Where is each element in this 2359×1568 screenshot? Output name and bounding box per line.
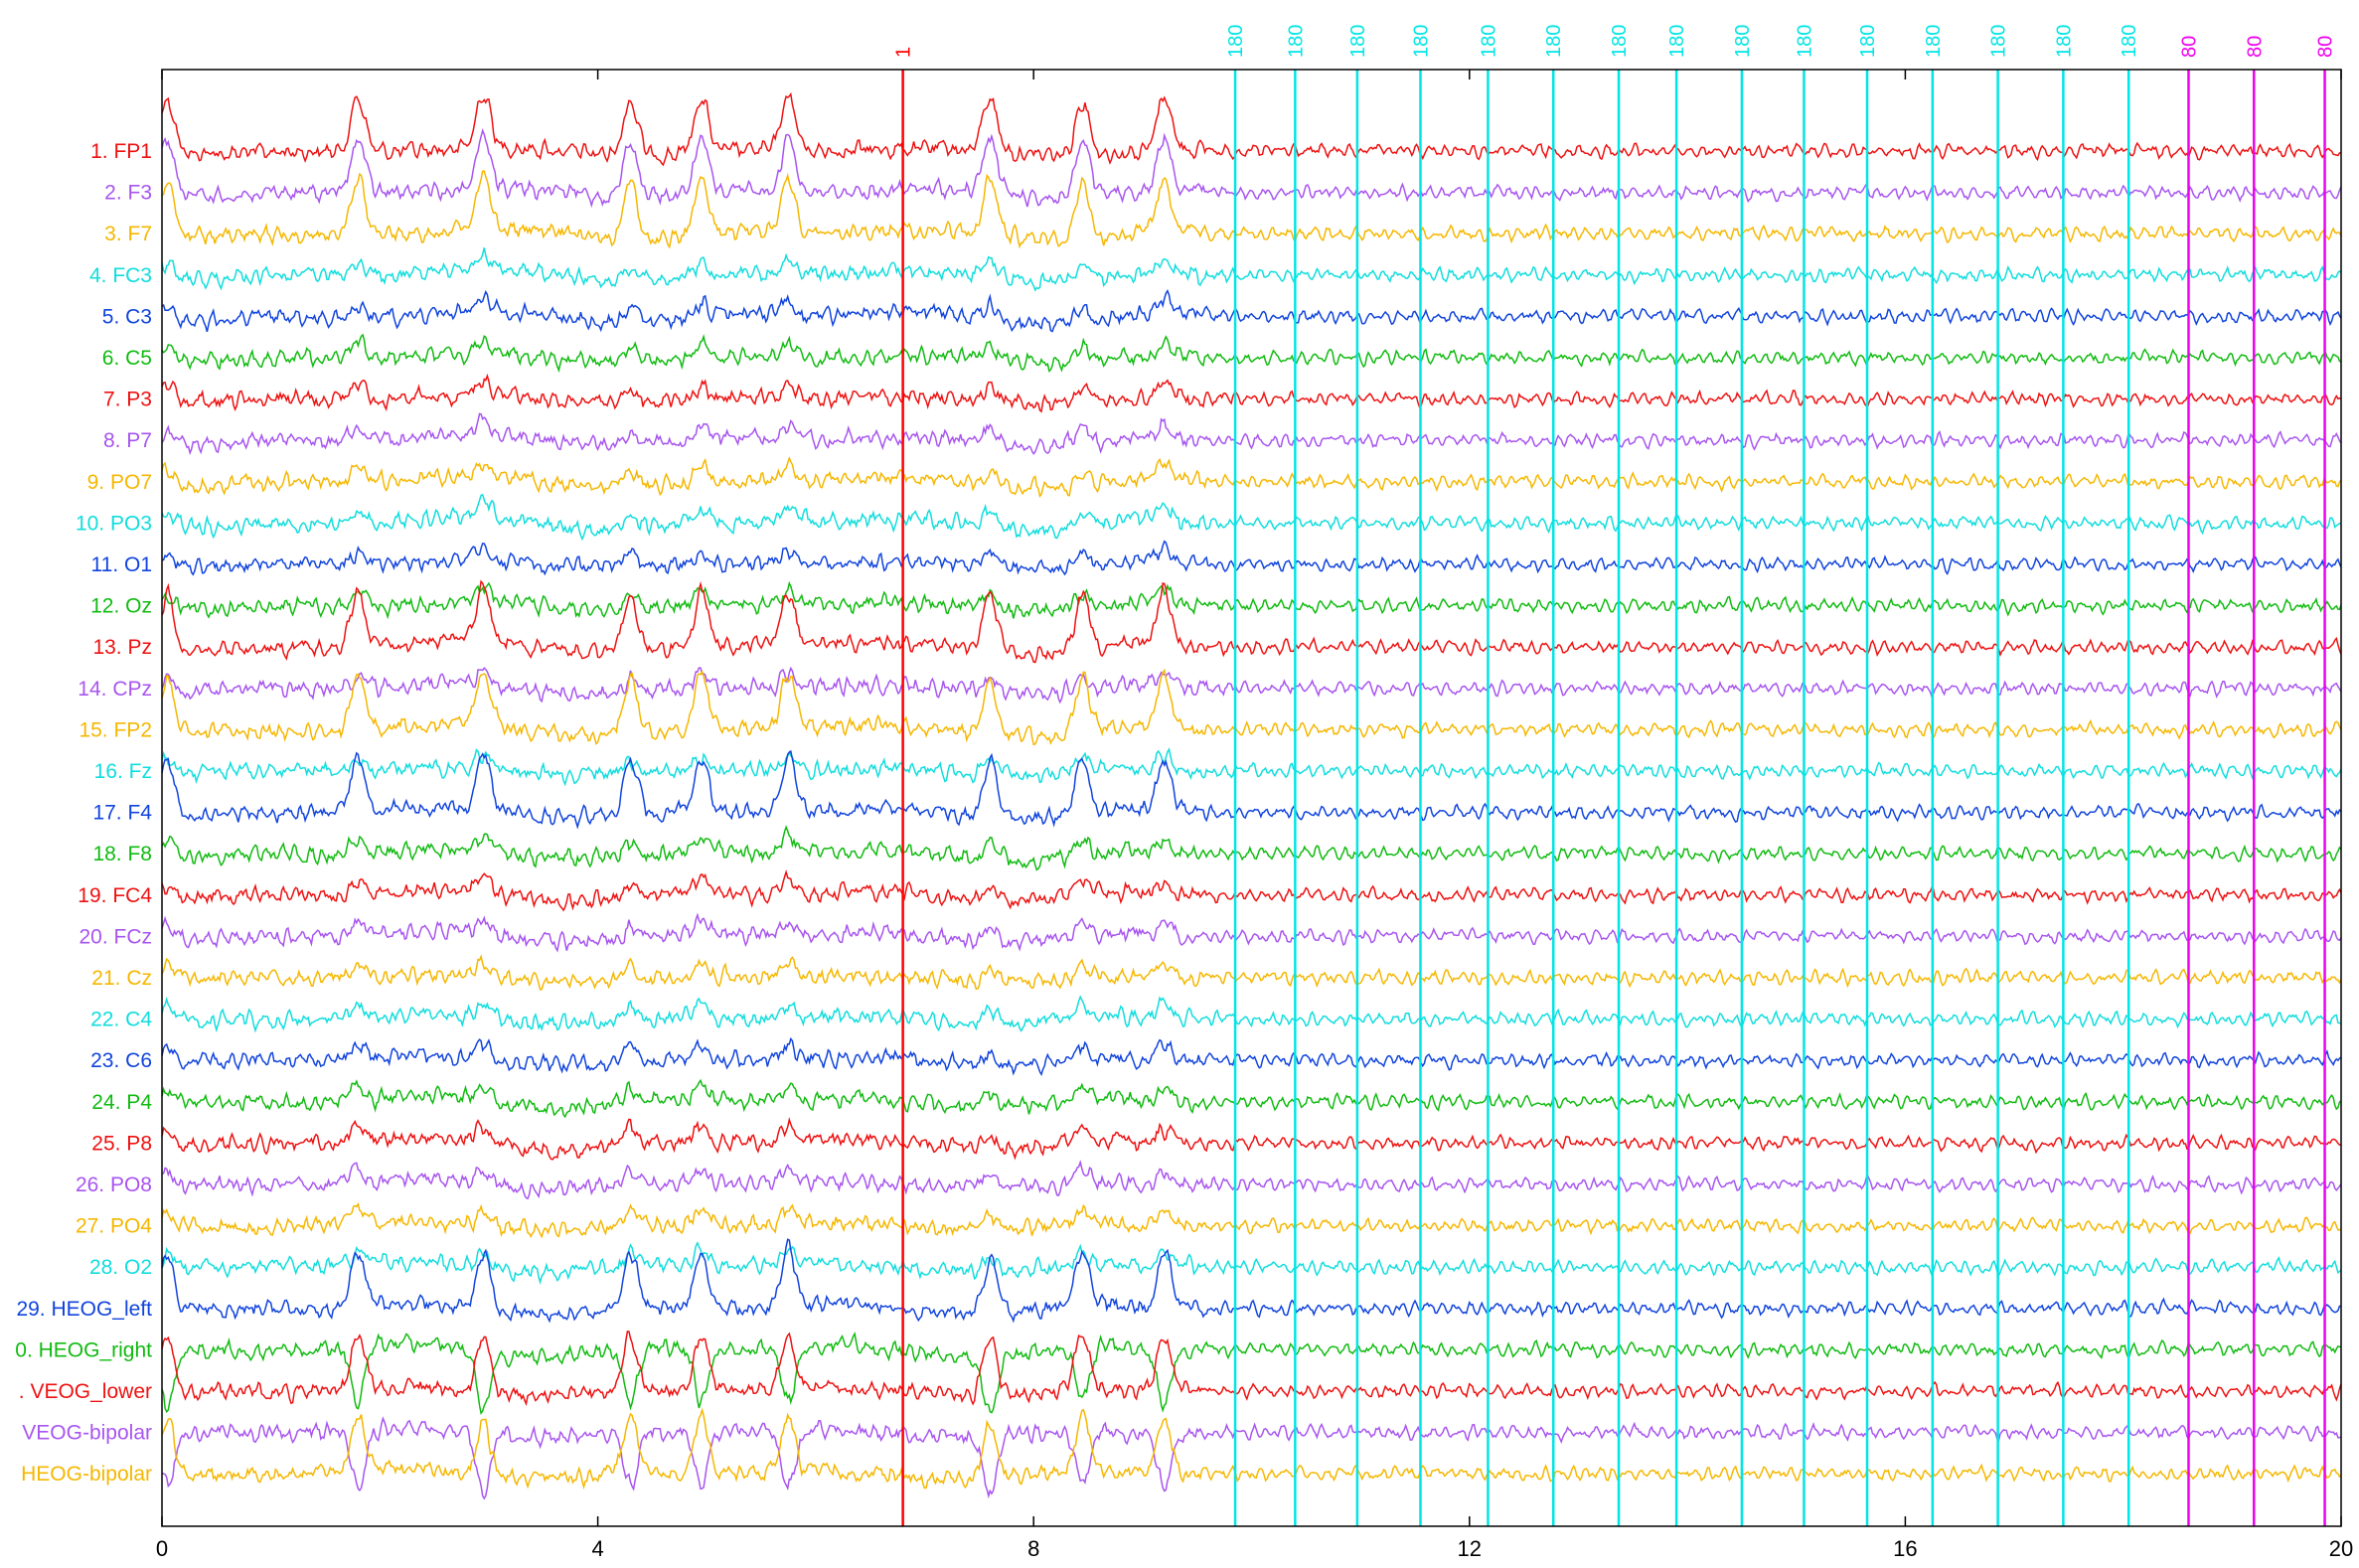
eeg-trace-26 bbox=[161, 1160, 2342, 1200]
channel-label: 18. F8 bbox=[92, 843, 152, 865]
event-label: 180 bbox=[1347, 25, 1369, 58]
event-label: 80 bbox=[2178, 36, 2200, 58]
channel-label: 28. O2 bbox=[89, 1256, 152, 1279]
event-label: 180 bbox=[1988, 25, 2010, 58]
channel-label: . VEOG_lower bbox=[19, 1380, 152, 1403]
channel-label: HEOG-bipolar bbox=[21, 1463, 152, 1486]
event-label: 180 bbox=[1543, 25, 1565, 58]
eeg-trace-31 bbox=[161, 1331, 2342, 1407]
x-axis-ticks: 0 4 8 12 16 20 bbox=[156, 70, 2353, 1561]
eeg-trace-10 bbox=[161, 493, 2342, 542]
channel-label: 0. HEOG_right bbox=[15, 1338, 152, 1361]
event-label: 180 bbox=[1609, 25, 1631, 58]
eeg-trace-21 bbox=[161, 954, 2342, 991]
x-tick-label: 16 bbox=[1893, 1536, 1917, 1561]
channel-label: 19. FC4 bbox=[78, 884, 152, 907]
eeg-trace-19 bbox=[161, 869, 2342, 912]
channel-labels: 1. FP1 2. F3 3. F7 4. FC3 5. C3 6. C5 7. P3 8. … bbox=[15, 140, 152, 1486]
eeg-trace-23 bbox=[161, 1036, 2342, 1077]
channel-label: 15. FP2 bbox=[79, 718, 152, 741]
channel-label: 3. F7 bbox=[104, 223, 152, 245]
x-tick-label: 20 bbox=[2329, 1536, 2353, 1561]
plot-frame bbox=[161, 69, 2342, 1527]
x-tick-label: 4 bbox=[591, 1536, 603, 1561]
eeg-trace-13 bbox=[161, 579, 2342, 664]
event-label: 180 bbox=[2119, 25, 2140, 58]
x-tick-label: 8 bbox=[1027, 1536, 1039, 1561]
eeg-trace-16 bbox=[161, 747, 2342, 787]
channel-label: 16. Fz bbox=[94, 760, 152, 783]
event-label: 180 bbox=[2053, 25, 2075, 58]
eeg-trace-18 bbox=[161, 825, 2342, 871]
eeg-trace-30 bbox=[161, 1332, 2342, 1416]
eeg-trace-2 bbox=[161, 128, 2342, 209]
event-label: 180 bbox=[1666, 25, 1688, 58]
eeg-trace-11 bbox=[162, 540, 2342, 576]
eeg-trace-4 bbox=[161, 247, 2342, 292]
event-label: 180 bbox=[1732, 25, 1754, 58]
event-label: 180 bbox=[1794, 25, 1815, 58]
eeg-trace-27 bbox=[161, 1202, 2342, 1239]
channel-label: 27. PO4 bbox=[76, 1215, 152, 1238]
channel-label: 17. F4 bbox=[92, 802, 152, 825]
channel-label: 23. C6 bbox=[90, 1049, 152, 1072]
eeg-trace-22 bbox=[161, 995, 2342, 1033]
event-markers: 1 180 180 180 180 180 180 180 180 180 180 180 180 180… bbox=[893, 25, 2337, 1526]
channel-label: 10. PO3 bbox=[76, 512, 152, 535]
event-label: 180 bbox=[1923, 25, 1945, 58]
event-label: 180 bbox=[1285, 25, 1307, 58]
channel-label: 9. PO7 bbox=[87, 471, 152, 494]
x-tick-label: 0 bbox=[156, 1536, 168, 1561]
channel-label: 1. FP1 bbox=[90, 140, 152, 163]
channel-label: 14. CPz bbox=[78, 678, 152, 701]
channel-label: 24. P4 bbox=[91, 1091, 152, 1114]
eeg-trace-29 bbox=[161, 1238, 2341, 1324]
channel-label: 8. P7 bbox=[103, 429, 152, 452]
channel-label: 29. HEOG_left bbox=[16, 1298, 152, 1321]
x-tick-label: 12 bbox=[1458, 1536, 1482, 1561]
eeg-trace-8 bbox=[161, 412, 2342, 456]
event-label: 1 bbox=[893, 47, 915, 58]
channel-label: 26. PO8 bbox=[76, 1174, 152, 1196]
channel-label: 2. F3 bbox=[104, 182, 152, 205]
eeg-trace-6 bbox=[161, 333, 2342, 374]
channel-label: 25. P8 bbox=[91, 1132, 152, 1155]
channel-label: 7. P3 bbox=[103, 389, 152, 411]
eeg-traces bbox=[161, 91, 2342, 1500]
channel-label: 21. Cz bbox=[91, 967, 152, 990]
eeg-trace-20 bbox=[161, 912, 2342, 953]
event-label: 80 bbox=[2315, 36, 2337, 58]
channel-label: 20. FCz bbox=[79, 925, 152, 948]
eeg-trace-5 bbox=[161, 289, 2342, 333]
eeg-trace-25 bbox=[161, 1117, 2342, 1161]
eeg-trace-24 bbox=[161, 1078, 2342, 1119]
channel-label: 12. Oz bbox=[90, 595, 152, 618]
eeg-trace-17 bbox=[161, 749, 2342, 830]
eeg-trace-15 bbox=[161, 668, 2342, 746]
channel-label: 5. C3 bbox=[102, 305, 152, 328]
eeg-trace-33 bbox=[161, 1407, 2342, 1490]
eeg-trace-12 bbox=[161, 580, 2342, 620]
channel-label: 13. Pz bbox=[92, 636, 152, 659]
channel-label: 4. FC3 bbox=[89, 264, 152, 287]
event-label: 180 bbox=[1857, 25, 1879, 58]
eeg-trace-28 bbox=[161, 1241, 2342, 1286]
event-label: 180 bbox=[1225, 25, 1247, 58]
event-label: 180 bbox=[1478, 25, 1499, 58]
eeg-trace-3 bbox=[161, 170, 2342, 249]
eeg-trace-9 bbox=[161, 456, 2342, 499]
eeg-trace-7 bbox=[161, 373, 2342, 413]
event-label: 180 bbox=[1410, 25, 1432, 58]
event-label: 80 bbox=[2244, 36, 2266, 58]
eeg-trace-1 bbox=[161, 91, 2342, 167]
eeg-trace-32 bbox=[161, 1416, 2342, 1500]
channel-label: 11. O1 bbox=[91, 553, 152, 576]
eeg-trace-14 bbox=[161, 666, 2342, 705]
channel-label: VEOG-bipolar bbox=[22, 1422, 152, 1445]
channel-label: 6. C5 bbox=[102, 347, 152, 370]
channel-label: 22. C4 bbox=[90, 1009, 152, 1031]
